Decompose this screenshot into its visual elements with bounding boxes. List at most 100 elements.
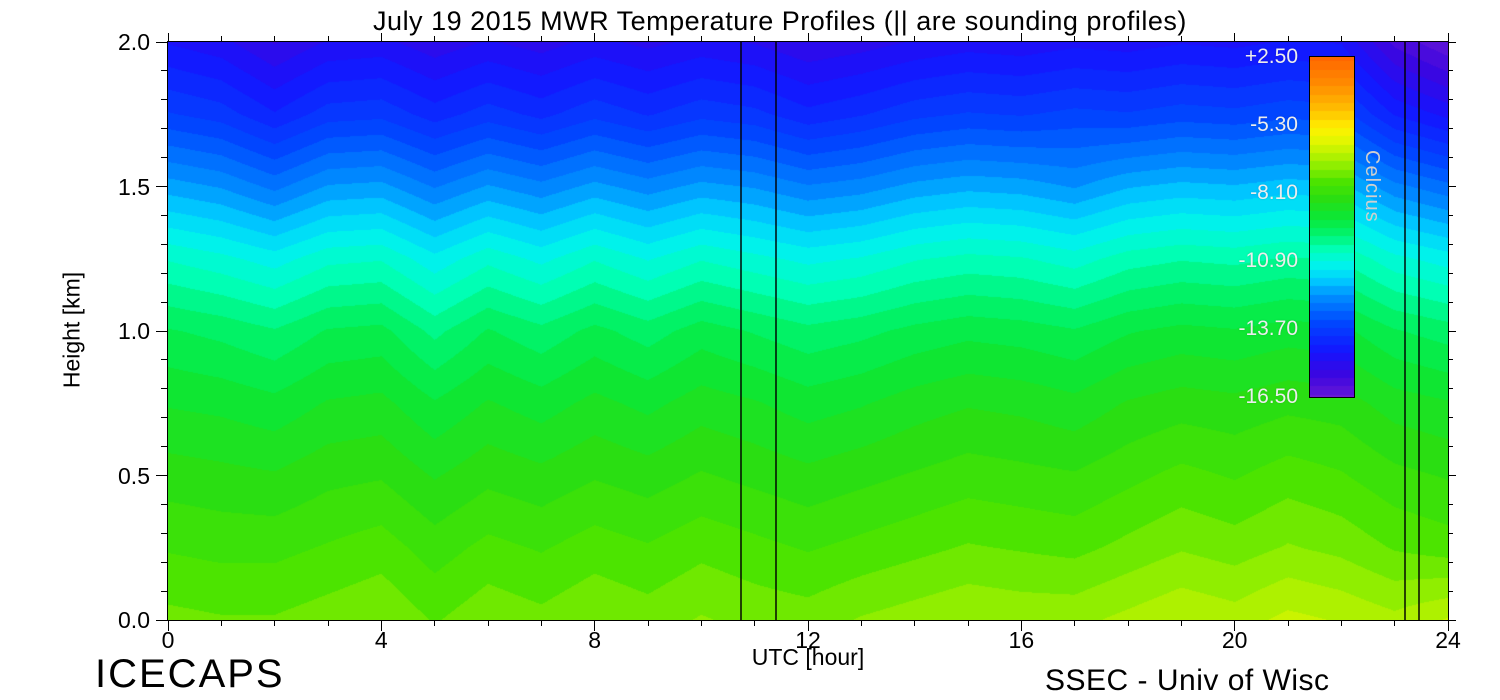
y-minor-tick: [1448, 272, 1453, 274]
x-minor-tick: [1287, 620, 1289, 626]
x-minor-tick: [1394, 36, 1396, 41]
x-minor-tick: [1394, 620, 1396, 626]
y-minor-tick: [161, 503, 167, 505]
chart-title: July 19 2015 MWR Temperature Profiles (|…: [373, 6, 1187, 36]
x-minor-tick: [487, 620, 489, 626]
x-minor-tick: [914, 620, 916, 626]
colorbar-gradient: [1310, 57, 1354, 397]
x-minor-tick: [540, 36, 542, 41]
x-tick-label: 4: [374, 627, 388, 653]
x-minor-tick: [1180, 36, 1182, 41]
institution-label: SSEC - Univ of Wisc: [1045, 664, 1330, 697]
x-major-tick: [1234, 33, 1236, 41]
x-minor-tick: [700, 620, 702, 626]
x-minor-tick: [1127, 620, 1129, 626]
x-tick-label: 12: [795, 627, 821, 653]
y-minor-tick: [161, 446, 167, 448]
y-major-tick: [1448, 475, 1456, 476]
y-tick-label: 0.5: [118, 462, 150, 489]
y-major-tick: [156, 619, 167, 621]
y-minor-tick: [161, 99, 167, 101]
y-minor-tick: [161, 157, 167, 159]
x-minor-tick: [1340, 620, 1342, 626]
y-minor-tick: [1448, 590, 1453, 592]
x-minor-tick: [487, 36, 489, 41]
y-minor-tick: [161, 214, 167, 216]
y-axis-label: Height [km]: [58, 271, 85, 389]
x-major-tick: [380, 620, 382, 631]
y-tick-label: 2.0: [118, 29, 150, 55]
y-minor-tick: [161, 388, 167, 390]
colorbar: [1309, 56, 1355, 398]
y-minor-tick: [1448, 70, 1453, 72]
x-axis-label: UTC [hour]: [751, 644, 865, 670]
sounding-profile-line: [1404, 42, 1407, 620]
x-major-tick: [167, 620, 169, 631]
x-major-tick: [167, 33, 169, 41]
y-minor-tick: [161, 272, 167, 274]
x-minor-tick: [327, 620, 329, 626]
x-minor-tick: [434, 36, 436, 41]
x-minor-tick: [647, 36, 649, 41]
x-minor-tick: [967, 36, 969, 41]
y-minor-tick: [1448, 359, 1453, 361]
x-major-tick: [594, 33, 596, 41]
colorbar-tick-label: -8.10: [1250, 181, 1298, 204]
x-minor-tick: [220, 36, 222, 41]
x-tick-label: 8: [588, 627, 602, 653]
x-major-tick: [1447, 33, 1449, 41]
x-minor-tick: [1287, 36, 1289, 41]
x-major-tick: [807, 33, 809, 41]
colorbar-tick-label: -5.30: [1250, 113, 1298, 136]
y-minor-tick: [161, 561, 167, 563]
y-major-tick: [1448, 41, 1456, 43]
temperature-heatmap: [168, 42, 1448, 620]
sounding-profile-line: [740, 42, 743, 620]
y-minor-tick: [161, 243, 167, 245]
x-major-tick: [1020, 620, 1022, 631]
plot-area: [167, 41, 1449, 621]
x-major-tick: [807, 620, 809, 631]
x-major-tick: [594, 620, 596, 631]
x-minor-tick: [327, 36, 329, 41]
y-minor-tick: [1448, 99, 1453, 101]
y-minor-tick: [1448, 214, 1453, 216]
x-tick-label: 16: [1008, 627, 1035, 653]
colorbar-tick-label: +2.50: [1244, 45, 1298, 68]
y-minor-tick: [161, 70, 167, 72]
y-minor-tick: [161, 301, 167, 303]
x-minor-tick: [700, 36, 702, 41]
sounding-profile-line: [775, 42, 777, 620]
sounding-profile-line: [1417, 42, 1420, 620]
y-minor-tick: [1448, 417, 1453, 419]
y-minor-tick: [1448, 446, 1453, 448]
y-minor-tick: [1448, 503, 1453, 505]
y-tick-label: 1.0: [118, 318, 150, 344]
colorbar-tick-label: -10.90: [1238, 249, 1298, 272]
x-minor-tick: [754, 36, 756, 41]
x-tick-label: 20: [1221, 627, 1248, 653]
y-minor-tick: [161, 359, 167, 361]
x-minor-tick: [860, 620, 862, 626]
y-minor-tick: [1448, 157, 1453, 159]
y-minor-tick: [1448, 388, 1453, 390]
x-minor-tick: [274, 620, 276, 626]
x-minor-tick: [754, 620, 756, 626]
y-minor-tick: [161, 532, 167, 534]
x-minor-tick: [860, 36, 862, 41]
project-label: ICECAPS: [95, 652, 285, 696]
y-major-tick: [156, 475, 167, 476]
colorbar-tick-label: -16.50: [1238, 385, 1298, 408]
y-minor-tick: [1448, 128, 1453, 130]
y-major-tick: [1448, 186, 1456, 187]
x-minor-tick: [540, 620, 542, 626]
y-minor-tick: [1448, 243, 1453, 245]
x-minor-tick: [1180, 620, 1182, 626]
x-major-tick: [1020, 33, 1022, 41]
y-major-tick: [1448, 330, 1456, 332]
y-major-tick: [156, 330, 167, 332]
y-tick-label: 0.0: [118, 607, 150, 633]
x-minor-tick: [1340, 36, 1342, 41]
y-major-tick: [156, 186, 167, 187]
y-major-tick: [156, 41, 167, 43]
